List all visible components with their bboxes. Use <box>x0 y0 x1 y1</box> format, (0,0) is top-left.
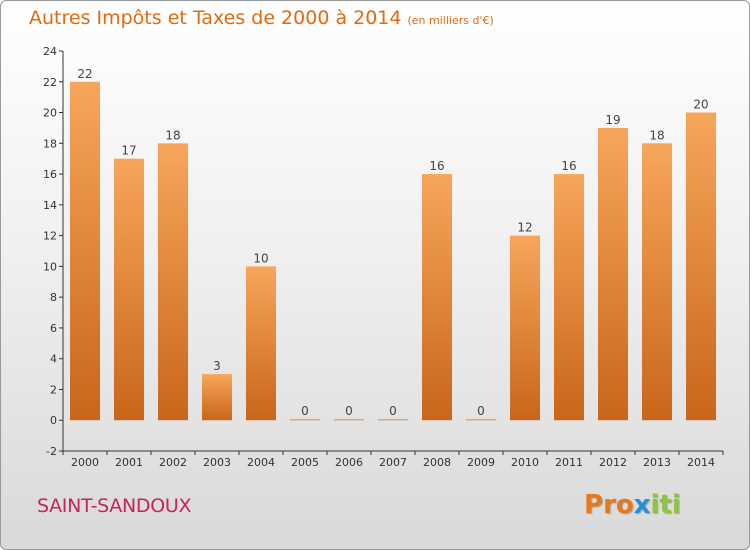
x-tick-label-2002: 2002 <box>159 456 187 469</box>
commune-name: SAINT-SANDOUX <box>37 495 192 517</box>
x-tick-label-2008: 2008 <box>423 456 451 469</box>
data-label-2004: 10 <box>253 251 268 265</box>
data-label-2006: 0 <box>345 404 353 418</box>
x-tick-label-2005: 2005 <box>291 456 319 469</box>
y-tick-label: 16 <box>43 168 57 181</box>
bar-2007 <box>378 419 408 421</box>
data-label-2007: 0 <box>389 404 397 418</box>
logo-letter: r <box>603 490 616 520</box>
data-label-2003: 3 <box>213 359 221 373</box>
bar-2001 <box>114 158 144 421</box>
y-tick-label: 12 <box>43 230 57 243</box>
data-label-2000: 22 <box>77 67 92 81</box>
chart-title: Autres Impôts et Taxes de 2000 à 2014 (en… <box>29 7 494 29</box>
y-tick-label: 0 <box>50 414 57 427</box>
bar-2008 <box>422 174 452 421</box>
title-main: Autres Impôts et Taxes de 2000 à 2014 <box>29 7 402 29</box>
logo-letter: o <box>615 490 634 520</box>
y-tick-label: 14 <box>43 199 57 212</box>
x-tick-label-2006: 2006 <box>335 456 363 469</box>
x-tick-label-2009: 2009 <box>467 456 495 469</box>
logo-letter: t <box>659 490 672 520</box>
y-tick-label: 18 <box>43 137 57 150</box>
x-tick-label-2000: 2000 <box>71 456 99 469</box>
y-tick-label: 4 <box>50 353 57 366</box>
y-tick-label: 8 <box>50 291 57 304</box>
proxiti-logo: Proxiti <box>584 490 681 520</box>
bar-2002 <box>158 143 188 421</box>
data-label-2002: 18 <box>165 128 180 142</box>
bar-2006 <box>334 419 364 421</box>
bar-2012 <box>598 127 628 421</box>
data-label-2001: 17 <box>121 144 136 158</box>
bar-2005 <box>290 419 320 421</box>
data-label-2012: 19 <box>605 113 620 127</box>
x-tick-label-2003: 2003 <box>203 456 231 469</box>
bar-2003 <box>202 374 232 421</box>
logo-letter: x <box>633 490 651 520</box>
x-tick-label-2012: 2012 <box>599 456 627 469</box>
title-unit: (en milliers d'€) <box>407 14 494 27</box>
y-tick-label: 6 <box>50 322 57 335</box>
x-tick-label-2011: 2011 <box>555 456 583 469</box>
data-label-2009: 0 <box>477 404 485 418</box>
bar-2004 <box>246 266 276 421</box>
x-tick-label-2013: 2013 <box>643 456 671 469</box>
y-tick-label: 2 <box>50 383 57 396</box>
logo-letter: i <box>671 490 681 520</box>
logo-letter: i <box>650 490 660 520</box>
x-tick-label-2010: 2010 <box>511 456 539 469</box>
bar-2009 <box>466 419 496 421</box>
y-tick-label: 22 <box>43 76 57 89</box>
y-tick-label: 24 <box>43 45 57 58</box>
bar-2011 <box>554 174 584 421</box>
y-tick-label: 20 <box>43 107 57 120</box>
bar-2000 <box>70 81 100 421</box>
data-label-2008: 16 <box>429 159 444 173</box>
y-tick-label: -2 <box>46 445 57 458</box>
x-tick-label-2001: 2001 <box>115 456 143 469</box>
logo-letter: P <box>584 490 604 520</box>
y-tick-label: 10 <box>43 260 57 273</box>
x-tick-label-2004: 2004 <box>247 456 275 469</box>
data-label-2014: 20 <box>693 98 708 112</box>
bar-2013 <box>642 143 672 421</box>
bar-2010 <box>510 235 540 421</box>
x-tick-label-2014: 2014 <box>687 456 715 469</box>
data-label-2013: 18 <box>649 128 664 142</box>
data-label-2010: 12 <box>517 221 532 235</box>
x-tick-label-2007: 2007 <box>379 456 407 469</box>
bar-2014 <box>686 112 716 421</box>
data-label-2005: 0 <box>301 404 309 418</box>
data-label-2011: 16 <box>561 159 576 173</box>
